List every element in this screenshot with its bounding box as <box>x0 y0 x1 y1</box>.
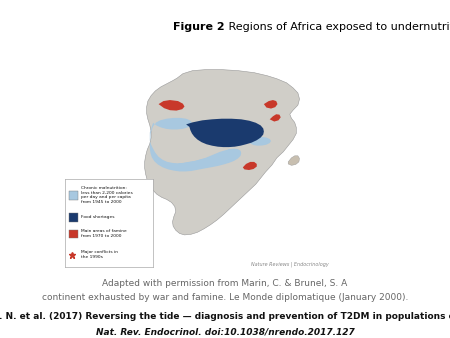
Text: Chronic malnutrition:
less than 2,200 calories
per day and per capita
from 1945 : Chronic malnutrition: less than 2,200 ca… <box>81 186 133 204</box>
Polygon shape <box>150 132 241 171</box>
Polygon shape <box>270 114 281 122</box>
FancyBboxPatch shape <box>69 213 77 222</box>
Text: Major conflicts in
the 1990s: Major conflicts in the 1990s <box>81 250 118 259</box>
FancyBboxPatch shape <box>69 191 77 200</box>
Text: Main areas of famine
from 1970 to 2000: Main areas of famine from 1970 to 2000 <box>81 229 127 238</box>
Polygon shape <box>178 149 239 165</box>
Text: Nat. Rev. Endocrinol. doi:10.1038/nrendo.2017.127: Nat. Rev. Endocrinol. doi:10.1038/nrendo… <box>95 327 355 336</box>
Polygon shape <box>144 70 300 235</box>
Polygon shape <box>186 119 264 147</box>
Polygon shape <box>288 156 300 165</box>
Text: Utumatwishima, J. N. et al. (2017) Reversing the tide — diagnosis and prevention: Utumatwishima, J. N. et al. (2017) Rever… <box>0 312 450 321</box>
Text: Adapted with permission from Marin, C. & Brunel, S. A: Adapted with permission from Marin, C. &… <box>103 279 347 288</box>
Text: continent exhausted by war and famine. Le Monde diplomatique (January 2000).: continent exhausted by war and famine. L… <box>42 293 408 302</box>
Polygon shape <box>264 100 278 108</box>
Text: Food shortages: Food shortages <box>81 215 115 219</box>
Polygon shape <box>243 162 257 170</box>
Polygon shape <box>158 100 184 111</box>
Text: Regions of Africa exposed to undernutrition: Regions of Africa exposed to undernutrit… <box>225 22 450 32</box>
Text: Nature Reviews | Endocrinology: Nature Reviews | Endocrinology <box>251 262 328 267</box>
Polygon shape <box>150 118 192 137</box>
Text: Figure 2: Figure 2 <box>173 22 225 32</box>
Polygon shape <box>249 137 271 146</box>
FancyBboxPatch shape <box>69 230 77 239</box>
